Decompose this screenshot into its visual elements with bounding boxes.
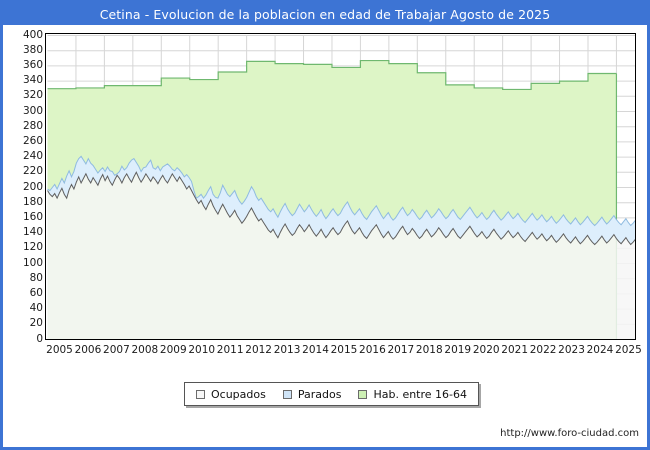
legend-label: Parados — [297, 387, 342, 401]
y-axis-tick: 300 — [22, 104, 43, 117]
y-axis-tick: 180 — [22, 195, 43, 208]
y-axis-tick: 200 — [22, 180, 43, 193]
y-axis-tick: 280 — [22, 119, 43, 132]
y-axis-tick: 160 — [22, 210, 43, 223]
y-axis-tick: 340 — [22, 73, 43, 86]
y-axis-tick: 0 — [36, 332, 43, 345]
x-axis-tick: 2010 — [188, 344, 216, 356]
y-axis-tick: 80 — [29, 271, 43, 284]
legend-item[interactable]: Ocupados — [196, 388, 266, 401]
x-axis-tick: 2014 — [302, 344, 329, 356]
x-axis-tick: 2006 — [74, 344, 102, 356]
chart-legend: Ocupados Parados Hab. entre 16-64 — [184, 382, 480, 406]
y-axis-tick: 60 — [29, 286, 43, 299]
window-title-bar: Cetina - Evolucion de la poblacion en ed… — [3, 3, 647, 25]
y-axis-tick: 320 — [22, 89, 43, 102]
x-axis-tick: 2015 — [330, 344, 358, 356]
y-axis-tick: 240 — [22, 149, 43, 162]
legend-label: Ocupados — [211, 387, 266, 401]
y-axis-tick: 220 — [22, 165, 43, 178]
y-axis-tick: 40 — [29, 301, 43, 314]
legend-item[interactable]: Parados — [282, 387, 342, 401]
x-axis-tick: 2023 — [558, 344, 585, 356]
x-axis-tick: 2024 — [586, 344, 614, 356]
legend-swatch-icon — [358, 389, 368, 399]
x-axis-tick: 2018 — [415, 344, 443, 356]
y-axis-tick: 380 — [22, 43, 43, 56]
x-axis-tick: 2020 — [472, 344, 500, 356]
footer-url: http://www.foro-ciudad.com — [500, 428, 639, 439]
y-axis-tick: 140 — [22, 225, 43, 238]
legend-label: Hab. entre 16-64 — [373, 387, 468, 401]
y-axis-tick: 260 — [22, 134, 43, 147]
legend-swatch-icon — [196, 389, 205, 399]
y-axis-tick: 400 — [22, 28, 43, 41]
y-axis-tick: 100 — [22, 256, 43, 269]
legend-item[interactable]: Hab. entre 16-64 — [358, 388, 467, 401]
y-axis-tick: 120 — [22, 241, 43, 254]
page-title: Cetina - Evolucion de la poblacion en ed… — [99, 6, 551, 22]
plot-frame — [45, 33, 636, 340]
y-axis-tick: 20 — [29, 317, 43, 330]
chart-canvas — [47, 35, 635, 339]
x-axis-tick: 2021 — [501, 344, 529, 356]
x-axis-tick: 2025 — [615, 344, 642, 356]
y-axis-labels: 0 20 40 60 80 100 120 140 160 180 200 220 240 260 280 3… — [3, 29, 43, 343]
x-axis-tick: 2013 — [273, 344, 301, 356]
x-axis-tick: 2017 — [387, 344, 415, 356]
x-axis-tick: 2016 — [359, 344, 386, 356]
x-axis-tick: 2022 — [529, 344, 557, 356]
x-axis-tick: 2007 — [103, 344, 130, 356]
x-axis-tick: 2005 — [46, 344, 73, 356]
x-axis-tick: 2009 — [159, 344, 187, 356]
x-axis-tick: 2011 — [216, 344, 244, 356]
y-axis-tick: 360 — [22, 58, 43, 71]
x-axis-tick: 2008 — [131, 344, 159, 356]
legend-swatch-icon — [282, 389, 292, 399]
x-axis-tick: 2012 — [245, 344, 272, 356]
plot-area — [45, 33, 636, 340]
x-axis-tick: 2019 — [444, 344, 472, 356]
x-axis-labels: 2005 2006 2007 2008 2009 2010 2011 2012 2013 2014… — [45, 343, 642, 359]
